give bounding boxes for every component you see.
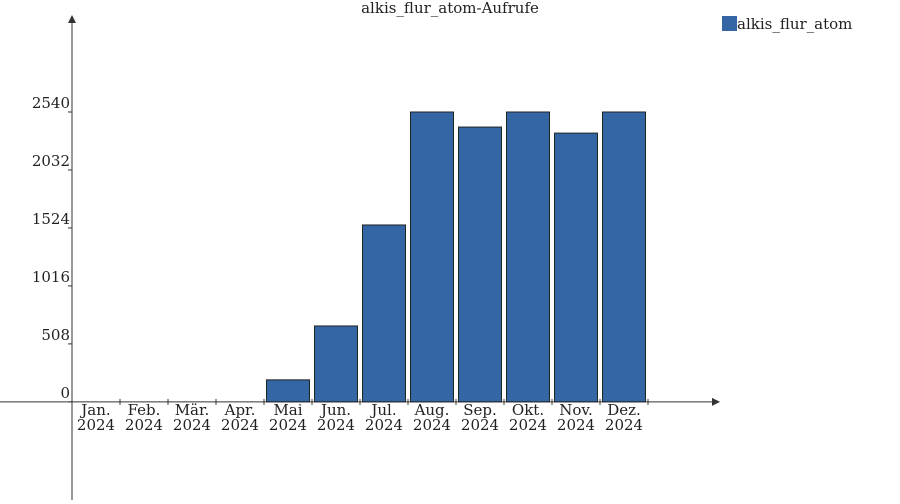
y-tick-label: 1016 bbox=[32, 268, 70, 286]
x-tick-label: Sep. bbox=[463, 401, 497, 419]
x-tick-label: Dez. bbox=[607, 401, 641, 419]
x-tick-label: 2024 bbox=[173, 416, 211, 434]
y-tick-label: 0 bbox=[60, 384, 70, 402]
x-tick-label: 2024 bbox=[605, 416, 643, 434]
legend-swatch bbox=[722, 16, 737, 31]
bar bbox=[362, 224, 406, 403]
x-tick-label: Aug. bbox=[414, 401, 450, 419]
x-tick-label: 2024 bbox=[221, 416, 259, 434]
x-tick-label: 2024 bbox=[557, 416, 595, 434]
bar bbox=[554, 132, 598, 403]
x-tick-label: 2024 bbox=[125, 416, 163, 434]
bar bbox=[266, 379, 310, 403]
chart-title: alkis_flur_atom-Aufrufe bbox=[361, 0, 539, 17]
x-tick-label: 2024 bbox=[365, 416, 403, 434]
x-axis-arrow bbox=[712, 397, 720, 406]
bar bbox=[602, 111, 646, 403]
bar bbox=[410, 111, 454, 403]
x-tick-label: Mär. bbox=[175, 401, 210, 419]
y-tick-label: 1524 bbox=[32, 210, 70, 228]
x-tick-label: Okt. bbox=[512, 401, 544, 419]
y-axis-arrow bbox=[68, 15, 76, 23]
x-tick-label: Jan. bbox=[79, 401, 110, 419]
y-tick-label: 2540 bbox=[32, 94, 70, 112]
x-tick-label: 2024 bbox=[77, 416, 115, 434]
x-tick-label: Nov. bbox=[559, 401, 593, 419]
bar bbox=[506, 111, 550, 403]
x-tick-label: 2024 bbox=[509, 416, 547, 434]
x-tick-label: Apr. bbox=[224, 401, 256, 419]
x-tick-label: Jul. bbox=[369, 401, 396, 419]
legend-label: alkis_flur_atom bbox=[737, 15, 852, 33]
x-tick-label: Mai bbox=[273, 401, 302, 419]
y-tick-label: 508 bbox=[41, 326, 70, 344]
x-tick-label: Jun. bbox=[319, 401, 351, 419]
x-tick-label: 2024 bbox=[317, 416, 355, 434]
x-tick-label: Feb. bbox=[128, 401, 161, 419]
x-tick-label: 2024 bbox=[269, 416, 307, 434]
x-tick-label: 2024 bbox=[461, 416, 499, 434]
x-tick-label: 2024 bbox=[413, 416, 451, 434]
y-tick-label: 2032 bbox=[32, 152, 70, 170]
bar bbox=[314, 325, 358, 403]
bar bbox=[458, 126, 502, 403]
